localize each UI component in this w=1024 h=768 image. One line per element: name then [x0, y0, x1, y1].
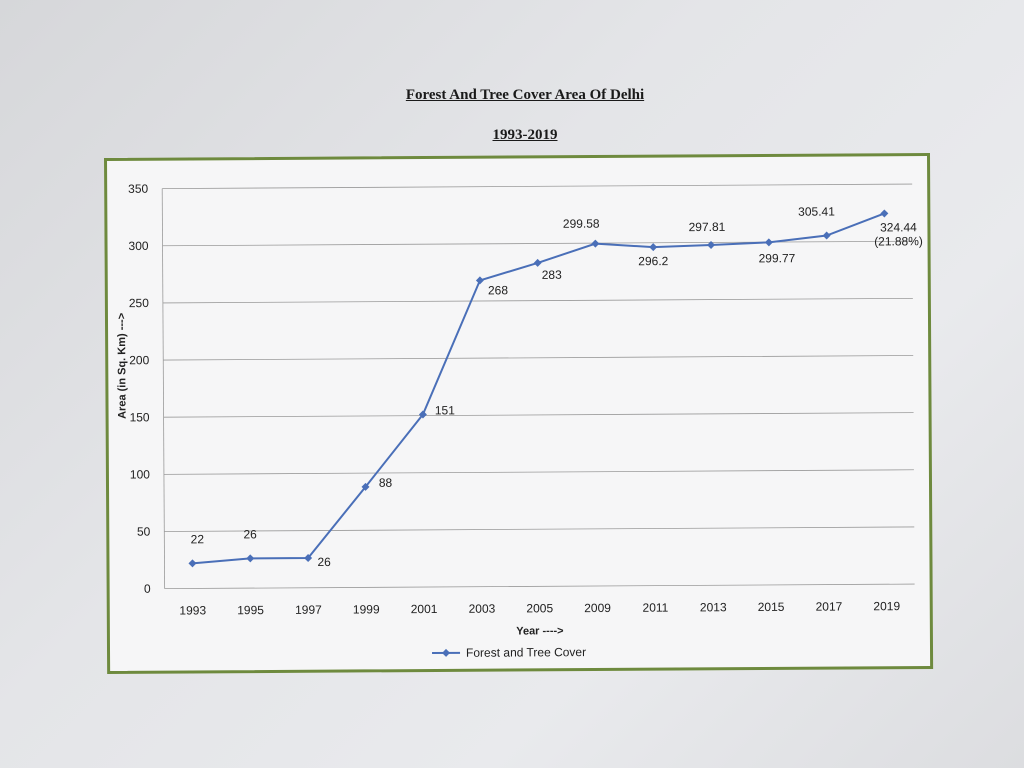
x-tick-label: 1993: [179, 603, 206, 617]
annotation-label: (21.88%): [874, 234, 923, 248]
x-axis-label: Year ---->: [516, 625, 563, 637]
x-tick-label: 2011: [642, 601, 668, 615]
legend-marker: [442, 648, 451, 657]
gridline-y-50: [164, 526, 915, 532]
y-tick-label: 300: [128, 239, 148, 253]
data-label: 299.77: [759, 251, 796, 265]
x-tick-label: 2001: [411, 602, 438, 616]
data-label: 324.44: [880, 220, 917, 234]
legend-label: Forest and Tree Cover: [466, 645, 586, 660]
data-point-1995: [246, 554, 255, 563]
gridline-y-200: [163, 355, 914, 361]
data-label: 305.41: [798, 204, 835, 218]
x-tick-label: 2019: [873, 599, 900, 613]
data-point-2001: [418, 410, 427, 419]
y-tick-label: 250: [129, 296, 149, 310]
data-point-2011: [649, 243, 658, 252]
data-point-1993: [188, 559, 197, 568]
x-tick-label: 2017: [816, 599, 843, 613]
data-label: 283: [542, 268, 562, 282]
x-tick-label: 2009: [584, 601, 611, 615]
data-label: 26: [317, 555, 331, 569]
data-label: 296.2: [638, 254, 668, 268]
y-tick-label: 200: [129, 353, 149, 367]
data-point-1999: [361, 482, 370, 491]
data-point-2015: [764, 238, 773, 247]
chart-frame: Area (in Sq. Km) ---> 0 50 100 150 200 250 300…: [104, 152, 934, 674]
gridline-y-350: [162, 183, 913, 190]
gridline-y-0: [164, 583, 915, 590]
chart-subtitle: 1993-2019: [492, 127, 558, 143]
data-label: 22: [191, 532, 205, 546]
data-point-2013: [707, 240, 716, 249]
data-label: 26: [243, 527, 257, 541]
gridline-y-300: [162, 240, 913, 247]
gridline-y-150: [163, 412, 914, 418]
y-tick-label: 150: [130, 410, 150, 424]
y-tick-label: 100: [130, 467, 150, 481]
data-label: 268: [488, 283, 508, 297]
x-tick-label: 2003: [469, 602, 496, 616]
data-point-1997: [304, 554, 313, 563]
y-tick-label: 50: [137, 525, 151, 539]
x-tick-label: 2013: [700, 600, 727, 614]
y-axis-line: [161, 188, 166, 589]
data-point-2019: [880, 209, 889, 218]
data-label: 151: [435, 403, 455, 417]
x-tick-label: 1995: [237, 603, 264, 617]
line-chart: 0 50 100 150 200 250 300 350 1993 1995 1997 1999 200…: [128, 182, 923, 660]
data-point-2005: [533, 258, 542, 267]
data-point-2009: [591, 239, 600, 248]
data-label: 299.58: [563, 217, 600, 231]
x-tick-label: 2015: [758, 600, 785, 614]
data-point-2017: [822, 231, 831, 240]
gridline-y-250: [162, 297, 913, 304]
data-label: 297.81: [689, 220, 726, 234]
x-tick-label: 1999: [353, 602, 380, 616]
y-tick-label: 0: [144, 582, 151, 596]
x-tick-label: 1997: [295, 603, 322, 617]
x-tick-label: 2005: [526, 601, 553, 615]
data-point-2003: [475, 276, 484, 285]
data-label: 88: [379, 476, 393, 490]
gridline-y-100: [163, 469, 914, 475]
chart-title: Forest And Tree Cover Area Of Delhi: [405, 87, 645, 103]
y-tick-label: 350: [128, 182, 148, 196]
